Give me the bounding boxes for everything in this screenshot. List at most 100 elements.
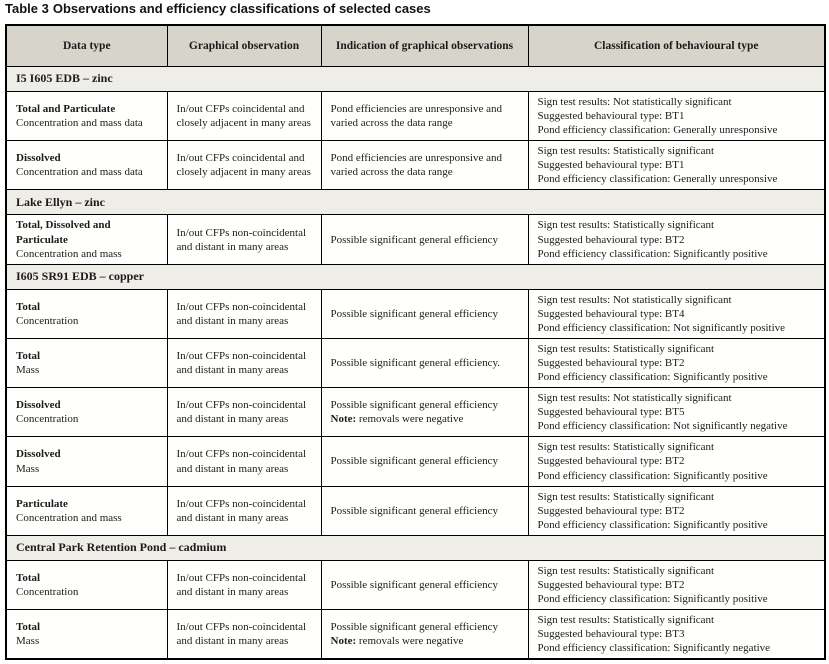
indication-text: Possible significant general efficiency <box>330 455 499 468</box>
indication-cell: Pond efficiencies are unresponsive and v… <box>320 90 529 142</box>
note-label: Note: <box>330 635 357 648</box>
data-type-cell: Total Concentration <box>5 559 168 611</box>
table-row: Total Concentration In/out CFPs non-coinci… <box>5 559 826 611</box>
graphical-observation-cell: In/out CFPs non-coincidental and distant… <box>166 436 322 487</box>
classification-cell: Sign test results: Statistically signifi… <box>527 485 826 536</box>
column-header-indication: Indication of graphical observations <box>320 24 529 67</box>
section-header-row: Central Park Retention Pond – cadmium <box>5 534 826 561</box>
note-label: Note: <box>330 413 357 426</box>
classification-line: Sign test results: Not statistically sig… <box>537 392 732 405</box>
classification-line: Suggested behavioural type: BT4 <box>537 307 685 320</box>
table-row: Total Concentration In/out CFPs non-coinci… <box>5 288 826 339</box>
column-header-classification: Classification of behavioural type <box>527 24 826 67</box>
data-type-detail: Mass <box>16 635 40 648</box>
observation-text: In/out CFPs non-coincidental and distant… <box>176 571 307 598</box>
table-header-row: Data type Graphical observation Indicati… <box>5 24 826 67</box>
table-caption-label: Table 3 <box>5 1 49 16</box>
classification-line: Pond efficiency classification: Signific… <box>537 247 768 260</box>
indication-cell: Possible significant general efficiency <box>320 559 529 611</box>
classification-cell: Sign test results: Not statistically sig… <box>527 387 826 438</box>
classification-line: Suggested behavioural type: BT3 <box>537 628 685 641</box>
graphical-observation-cell: In/out CFPs non-coincidental and distant… <box>166 387 322 438</box>
observation-text: In/out CFPs non-coincidental and distant… <box>176 448 307 475</box>
classification-line: Sign test results: Not statistically sig… <box>537 293 732 306</box>
data-type-cell: Particulate Concentration and mass <box>5 485 168 536</box>
data-type-label: Dissolved <box>16 399 61 412</box>
observation-text: In/out CFPs non-coincidental and distant… <box>176 226 307 253</box>
classification-line: Suggested behavioural type: BT1 <box>537 110 685 123</box>
classification-cell: Sign test results: Statistically signifi… <box>527 140 826 191</box>
classification-line: Sign test results: Statistically signifi… <box>537 145 715 158</box>
data-type-label: Total, Dissolved and Particulate <box>16 219 111 246</box>
column-header-data-type: Data type <box>5 24 168 67</box>
indication-text: Pond efficiencies are unresponsive and v… <box>330 103 502 130</box>
table-row: Total, Dissolved and Particulate Concentr… <box>5 214 826 265</box>
classification-cell: Sign test results: Statistically signifi… <box>527 609 826 660</box>
data-type-cell: Total Mass <box>5 609 168 660</box>
observation-text: In/out CFPs non-coincidental and distant… <box>176 349 307 377</box>
data-type-detail: Concentration and mass <box>16 511 122 524</box>
section-header-row: Lake Ellyn – zinc <box>5 189 826 216</box>
classification-cell: Sign test results: Statistically signifi… <box>527 559 826 611</box>
indication-cell: Possible significant general efficiency. <box>320 337 529 389</box>
classification-cell: Sign test results: Statistically signifi… <box>527 214 826 265</box>
classification-line: Sign test results: Statistically signifi… <box>537 614 715 627</box>
table-row: Dissolved Concentration and mass data In/o… <box>5 140 826 191</box>
note-text: removals were negative <box>358 635 464 648</box>
data-type-detail: Concentration and mass <box>16 247 122 260</box>
classification-line: Pond efficiency classification: Not sign… <box>537 420 788 433</box>
classification-line: Sign test results: Statistically signifi… <box>537 441 715 454</box>
data-type-label: Dissolved <box>16 152 61 165</box>
indication-text: Possible significant general efficiency <box>330 504 499 517</box>
indication-text: Possible significant general efficiency <box>330 621 499 634</box>
data-type-detail: Concentration <box>16 314 79 327</box>
indication-cell: Possible significant general efficiency N… <box>320 387 529 438</box>
classification-line: Sign test results: Statistically signifi… <box>537 564 715 577</box>
observation-text: In/out CFPs non-coincidental and distant… <box>176 399 307 426</box>
data-type-label: Particulate <box>16 497 68 510</box>
data-type-detail: Concentration <box>16 413 79 426</box>
indication-cell: Possible significant general efficiency <box>320 214 529 265</box>
graphical-observation-cell: In/out CFPs non-coincidental and distant… <box>166 288 322 339</box>
observation-text: In/out CFPs non-coincidental and distant… <box>176 300 307 327</box>
table-caption: Table 3 Observations and efficiency class… <box>5 1 431 17</box>
data-type-detail: Mass <box>16 364 40 377</box>
classification-line: Sign test results: Statistically signifi… <box>537 490 715 503</box>
section-header-row: I605 SR91 EDB – copper <box>5 263 826 290</box>
data-type-cell: Total Mass <box>5 337 168 389</box>
section-header-row: I5 I605 EDB – zinc <box>5 66 826 92</box>
data-type-cell: Total Concentration <box>5 288 168 339</box>
classification-line: Suggested behavioural type: BT2 <box>537 504 685 517</box>
data-type-cell: Dissolved Concentration <box>5 387 168 438</box>
classification-line: Pond efficiency classification: Signific… <box>537 518 768 531</box>
classification-line: Pond efficiency classification: Signific… <box>537 371 768 384</box>
classification-line: Suggested behavioural type: BT2 <box>537 357 685 370</box>
indication-text: Possible significant general efficiency <box>330 233 499 246</box>
indication-text: Pond efficiencies are unresponsive and v… <box>330 152 502 179</box>
classification-cell: Sign test results: Not statistically sig… <box>527 90 826 142</box>
data-type-cell: Dissolved Concentration and mass data <box>5 140 168 191</box>
data-type-label: Total <box>16 571 41 584</box>
indication-cell: Possible significant general efficiency <box>320 288 529 339</box>
data-type-label: Total and Particulate <box>16 103 116 116</box>
table-row: Total Mass In/out CFPs non-coincidental an… <box>5 337 826 389</box>
table-row: Dissolved Mass In/out CFPs non-coincidenta… <box>5 436 826 487</box>
data-type-detail: Concentration and mass data <box>16 166 143 179</box>
data-type-detail: Mass <box>16 462 40 475</box>
data-type-label: Total <box>16 300 41 313</box>
indication-note: Note: removals were negative <box>331 412 526 426</box>
data-type-cell: Dissolved Mass <box>5 436 168 487</box>
data-type-label: Dissolved <box>16 448 61 461</box>
graphical-observation-cell: In/out CFPs non-coincidental and distant… <box>166 485 322 536</box>
graphical-observation-cell: In/out CFPs non-coincidental and distant… <box>166 214 322 265</box>
indication-cell: Possible significant general efficiency N… <box>320 609 529 660</box>
graphical-observation-cell: In/out CFPs coincidental and closely adj… <box>166 90 322 142</box>
table-row: Particulate Concentration and mass In/out … <box>5 485 826 536</box>
classification-cell: Sign test results: Statistically signifi… <box>527 436 826 487</box>
graphical-observation-cell: In/out CFPs coincidental and closely adj… <box>166 140 322 191</box>
classification-line: Pond efficiency classification: Signific… <box>537 593 768 606</box>
observation-text: In/out CFPs coincidental and closely adj… <box>176 152 311 179</box>
indication-cell: Pond efficiencies are unresponsive and v… <box>320 140 529 191</box>
indication-text: Possible significant general efficiency <box>330 307 499 320</box>
classification-line: Suggested behavioural type: BT1 <box>537 159 685 172</box>
